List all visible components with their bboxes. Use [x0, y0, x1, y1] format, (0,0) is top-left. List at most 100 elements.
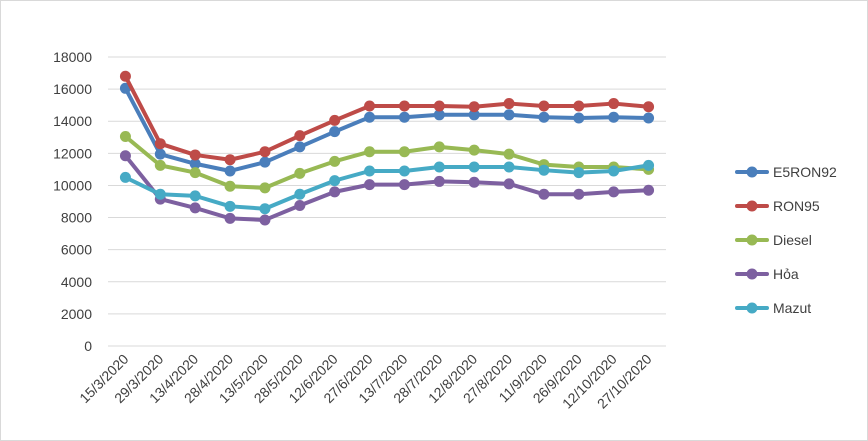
y-tick-label: 18000: [53, 49, 92, 65]
data-point: [119, 171, 131, 183]
data-point: [154, 188, 166, 200]
data-point: [538, 188, 550, 200]
data-point: [503, 98, 515, 110]
y-tick-label: 4000: [61, 274, 92, 290]
data-point: [294, 130, 306, 142]
data-point: [503, 178, 515, 190]
data-point: [643, 101, 655, 113]
data-point: [433, 161, 445, 173]
series-line: [123, 163, 651, 211]
data-point: [189, 149, 201, 161]
legend-item: Hỏa: [735, 266, 799, 282]
data-point: [189, 190, 201, 202]
data-point: [329, 186, 341, 198]
data-point: [364, 146, 376, 158]
data-point: [433, 100, 445, 112]
data-point: [503, 148, 515, 160]
data-point: [224, 200, 236, 212]
data-point: [643, 112, 655, 124]
data-point: [259, 182, 271, 194]
data-point: [294, 200, 306, 212]
data-point: [189, 202, 201, 214]
data-point: [503, 109, 515, 121]
data-point: [468, 144, 480, 156]
data-point: [224, 212, 236, 224]
data-point: [468, 176, 480, 188]
data-point: [573, 167, 585, 179]
data-point: [294, 141, 306, 153]
data-point: [573, 100, 585, 112]
data-point: [294, 167, 306, 179]
grid-layer: [108, 56, 666, 347]
data-point: [329, 114, 341, 126]
series-line: [123, 74, 651, 162]
data-point: [294, 188, 306, 200]
data-point: [503, 161, 515, 173]
data-point: [224, 180, 236, 192]
data-point: [364, 100, 376, 112]
series-e5ron92: [119, 82, 655, 177]
data-point: [538, 111, 550, 123]
y-tick-label: 8000: [61, 210, 92, 226]
legend-swatch-marker: [746, 166, 758, 178]
legend-swatch-marker: [746, 302, 758, 314]
data-point: [398, 179, 410, 191]
data-point: [433, 109, 445, 121]
y-tick-label: 2000: [61, 306, 92, 322]
x-axis-tick-labels: 15/3/202029/3/202013/4/202028/4/202013/5…: [76, 351, 655, 412]
data-point: [398, 111, 410, 123]
data-point: [224, 165, 236, 177]
legend-item: RON95: [735, 198, 820, 214]
legend-swatch-marker: [746, 268, 758, 280]
legend-label: Diesel: [773, 232, 812, 248]
legend-item: Diesel: [735, 232, 812, 248]
data-point: [398, 146, 410, 158]
y-tick-label: 14000: [53, 113, 92, 129]
data-point: [608, 186, 620, 198]
data-point: [468, 109, 480, 121]
y-tick-label: 12000: [53, 145, 92, 161]
data-point: [608, 98, 620, 110]
data-point: [538, 164, 550, 176]
data-point: [119, 70, 131, 82]
data-point: [364, 165, 376, 177]
data-point: [119, 150, 131, 162]
y-tick-label: 6000: [61, 242, 92, 258]
y-axis-tick-labels: 0 2000 4000 6000 8000 10000 12000 14000 16000 180…: [53, 49, 92, 354]
data-point: [154, 138, 166, 150]
series-ron95: [119, 70, 655, 166]
data-point: [154, 148, 166, 160]
data-point: [189, 167, 201, 179]
y-tick-label: 16000: [53, 81, 92, 97]
data-point: [259, 146, 271, 158]
data-point: [538, 100, 550, 112]
data-point: [468, 101, 480, 113]
data-point: [224, 154, 236, 166]
data-point: [643, 184, 655, 196]
data-point: [398, 100, 410, 112]
legend-label: E5RON92: [773, 164, 837, 180]
legend-item: Mazut: [735, 300, 811, 316]
legend: E5RON92 RON95 Diesel Hỏa Mazut: [735, 164, 837, 316]
data-point: [259, 156, 271, 168]
data-point: [573, 112, 585, 124]
data-point: [119, 130, 131, 142]
legend-label: RON95: [773, 198, 820, 214]
data-point: [398, 165, 410, 177]
data-point: [259, 203, 271, 215]
data-point: [154, 159, 166, 171]
series-line: [123, 134, 651, 190]
data-point: [433, 175, 445, 187]
series-mazut: [119, 159, 655, 215]
data-point: [189, 158, 201, 170]
data-point: [433, 141, 445, 153]
legend-swatch-marker: [746, 234, 758, 246]
legend-label: Hỏa: [773, 266, 799, 282]
data-point: [329, 155, 341, 167]
legend-item: E5RON92: [735, 164, 837, 180]
y-tick-label: 0: [84, 338, 92, 354]
series-line: [123, 86, 651, 173]
y-tick-label: 10000: [53, 177, 92, 193]
